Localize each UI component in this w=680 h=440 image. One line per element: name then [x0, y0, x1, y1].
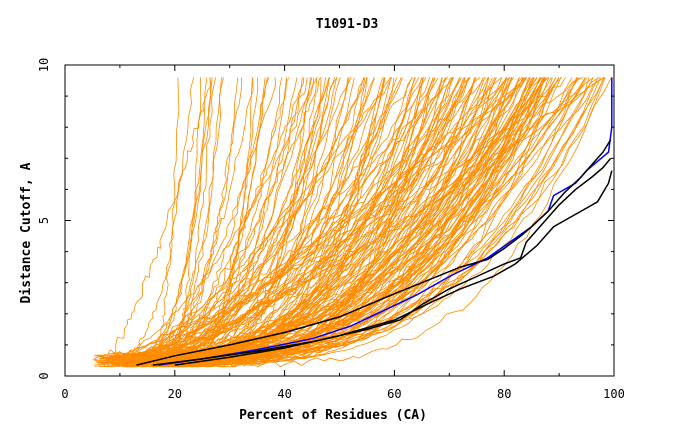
background-model-curve: [163, 77, 562, 361]
background-model-curve: [143, 77, 277, 358]
background-model-curve: [106, 77, 212, 360]
background-model-curve: [136, 77, 180, 368]
background-model-curve: [129, 77, 391, 362]
background-model-curve: [121, 77, 350, 361]
background-model-curve: [136, 77, 315, 358]
x-tick-label: 20: [168, 387, 182, 401]
background-model-curve: [116, 77, 208, 367]
background-model-curve: [94, 77, 526, 367]
background-model-curve: [171, 77, 425, 368]
chart-title: T1091-D3: [316, 17, 379, 32]
y-tick-label: 0: [37, 372, 51, 379]
x-tick-label: 40: [277, 387, 291, 401]
background-model-curve: [118, 77, 212, 363]
background-model-curve: [122, 77, 454, 361]
background-model-curve: [155, 77, 216, 358]
background-model-curve: [95, 77, 338, 364]
background-model-curve: [158, 77, 507, 368]
background-model-curve: [168, 77, 486, 363]
y-tick-label: 10: [37, 58, 51, 72]
background-model-curve: [104, 77, 599, 368]
background-model-curve: [163, 77, 497, 365]
x-tick-label: 100: [603, 387, 625, 401]
background-model-curve: [121, 77, 375, 358]
background-model-curve: [93, 77, 318, 366]
background-model-curve: [109, 77, 366, 360]
series-line-1: [158, 77, 613, 366]
background-model-curve: [173, 77, 253, 359]
background-model-curve: [162, 77, 549, 360]
background-model-curve: [106, 77, 448, 360]
background-model-curve: [146, 77, 527, 358]
x-tick-label: 80: [497, 387, 511, 401]
background-model-curves: [92, 77, 612, 368]
background-model-curve: [109, 77, 194, 358]
background-model-curve: [157, 77, 512, 366]
background-model-curve: [143, 77, 239, 365]
series-line-2: [136, 139, 612, 366]
background-model-curve: [104, 77, 434, 368]
background-model-curve: [111, 77, 502, 360]
x-tick-label: 0: [61, 387, 68, 401]
y-tick-label: 5: [37, 217, 51, 224]
series-line-4: [174, 170, 613, 366]
y-axis-label: Distance Cutoff, A: [19, 162, 34, 303]
background-model-curve: [158, 77, 290, 368]
background-model-curve: [140, 77, 535, 368]
x-axis-label: Percent of Residues (CA): [239, 408, 427, 423]
background-model-curve: [130, 77, 541, 359]
plot-area: [92, 77, 613, 368]
axis-ticks: 0 20 40 60 80 100 0 5 10: [37, 58, 625, 401]
background-model-curve: [99, 77, 545, 364]
background-model-curve: [106, 77, 393, 361]
background-model-curve: [100, 77, 605, 360]
x-tick-label: 60: [387, 387, 401, 401]
background-model-curve: [160, 77, 566, 359]
background-model-curve: [142, 77, 413, 360]
